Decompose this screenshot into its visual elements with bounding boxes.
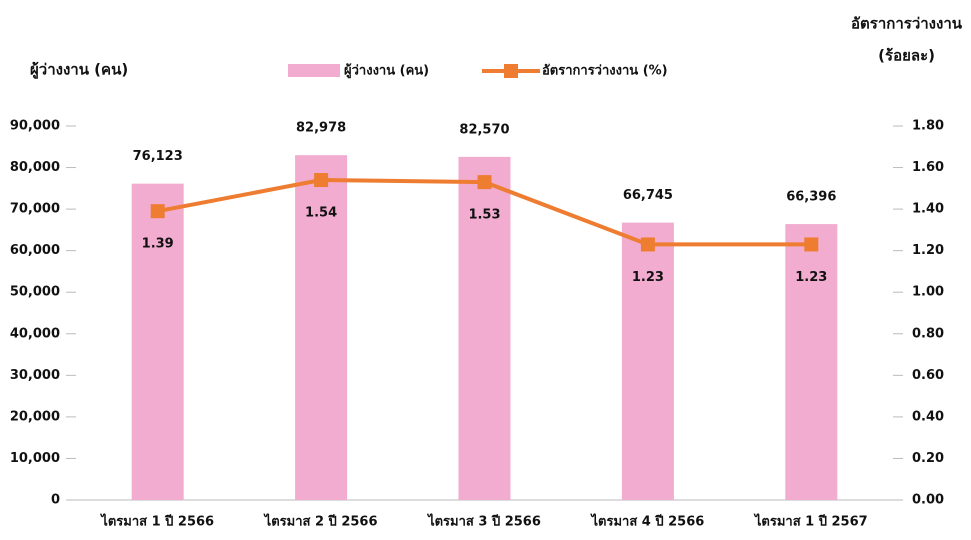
data-label: 82,570: [459, 122, 509, 137]
y2-tick-label: 0.80: [912, 326, 944, 341]
y2-tick-label: 1.20: [912, 243, 944, 258]
line-marker: [314, 173, 329, 188]
line-marker: [640, 237, 655, 252]
data-label: 1.54: [305, 206, 337, 221]
x-tick-label: ไตรมาส 4 ปี 2566: [589, 513, 704, 530]
y2-axis-label: (ร้อยละ): [878, 47, 935, 65]
y2-tick-label: 0.20: [912, 451, 944, 466]
y-tick-label: 30,000: [10, 368, 60, 383]
y2-axis-label: อัตราการว่างงาน: [851, 15, 963, 33]
x-tick-label: ไตรมาส 2 ปี 2566: [263, 513, 378, 530]
data-label: 1.23: [795, 270, 827, 285]
legend-swatch: [504, 64, 518, 78]
data-label: 1.23: [632, 270, 664, 285]
y2-tick-label: 0.40: [912, 409, 944, 424]
y-tick-label: 20,000: [10, 409, 60, 424]
legend-swatch: [288, 64, 340, 77]
data-label: 66,745: [623, 188, 673, 203]
legend-label: อัตราการว่างงาน (%): [542, 64, 668, 79]
y-tick-label: 0: [51, 493, 60, 508]
y2-tick-label: 1.00: [912, 285, 944, 300]
y2-tick-label: 0.60: [912, 368, 944, 383]
y-tick-label: 50,000: [10, 285, 60, 300]
bar: [458, 156, 511, 500]
y-tick-label: 80,000: [10, 160, 60, 175]
line-marker: [150, 204, 165, 219]
legend-label: ผู้ว่างงาน (คน): [344, 63, 429, 79]
y2-tick-label: 0.00: [912, 493, 944, 508]
y2-tick-label: 1.40: [912, 202, 944, 217]
line-marker: [477, 175, 492, 190]
y-tick-label: 40,000: [10, 326, 60, 341]
y2-tick-label: 1.80: [912, 119, 944, 134]
y-tick-label: 70,000: [10, 202, 60, 217]
data-label: 82,978: [296, 121, 346, 136]
x-tick-label: ไตรมาส 1 ปี 2566: [99, 513, 214, 530]
y-tick-label: 10,000: [10, 451, 60, 466]
bar: [131, 183, 184, 501]
x-tick-label: ไตรมาส 1 ปี 2567: [753, 513, 868, 530]
bar: [785, 224, 838, 500]
y-tick-label: 60,000: [10, 243, 60, 258]
data-label: 1.53: [468, 208, 500, 223]
y-tick-label: 90,000: [10, 119, 60, 134]
line-marker: [804, 237, 819, 252]
x-tick-label: ไตรมาส 3 ปี 2566: [426, 513, 541, 530]
data-label: 1.39: [142, 237, 174, 252]
data-label: 66,396: [786, 190, 836, 205]
bar: [295, 155, 348, 501]
y-axis-label: ผู้ว่างงาน (คน): [30, 61, 128, 80]
bar: [621, 222, 674, 500]
y2-tick-label: 1.60: [912, 160, 944, 175]
data-label: 76,123: [133, 149, 183, 164]
